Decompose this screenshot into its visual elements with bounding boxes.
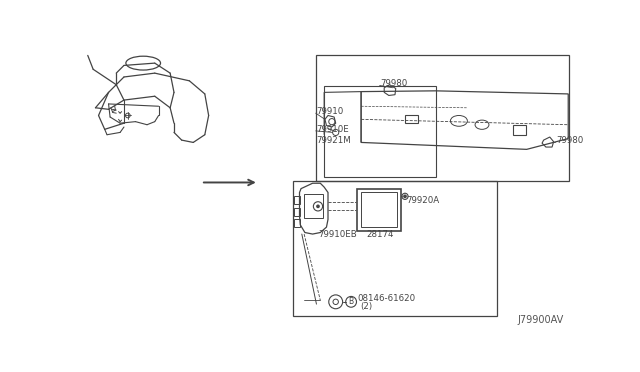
Circle shape xyxy=(404,195,406,198)
Bar xyxy=(324,86,436,177)
Text: 08146-61620: 08146-61620 xyxy=(357,294,415,303)
Text: 28174: 28174 xyxy=(367,230,394,239)
Text: 79920A: 79920A xyxy=(406,196,440,205)
Text: 79910E: 79910E xyxy=(316,125,349,134)
Text: 79910EB: 79910EB xyxy=(318,230,356,239)
Text: 79910: 79910 xyxy=(316,107,344,116)
Text: 79921M: 79921M xyxy=(316,136,351,145)
Text: (2): (2) xyxy=(360,302,372,311)
Text: 79980: 79980 xyxy=(380,79,408,89)
Bar xyxy=(293,181,497,316)
Text: J79900AV: J79900AV xyxy=(517,315,564,325)
Bar xyxy=(316,55,569,181)
Text: B: B xyxy=(349,297,354,306)
Circle shape xyxy=(317,205,319,208)
Text: 79980: 79980 xyxy=(556,136,583,145)
